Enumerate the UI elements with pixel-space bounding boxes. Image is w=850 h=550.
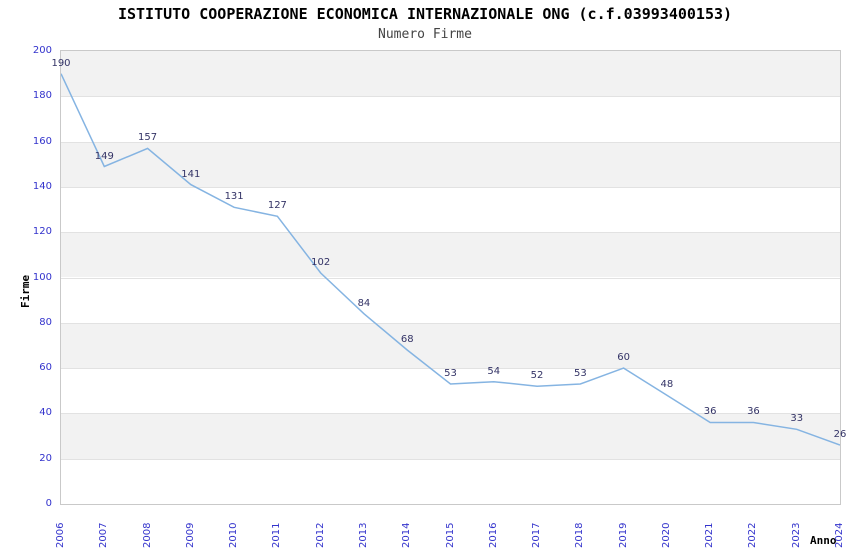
data-point-label: 36 xyxy=(747,406,760,418)
grid-band xyxy=(61,322,840,369)
line-series-svg xyxy=(61,73,840,446)
data-point-label: 52 xyxy=(530,370,544,382)
data-point-label: 60 xyxy=(617,352,630,364)
x-tick-label: 2016 xyxy=(487,522,499,548)
data-point-label: 102 xyxy=(311,256,331,268)
data-point-label: 141 xyxy=(181,168,201,180)
x-tick-label: 2023 xyxy=(790,522,802,548)
y-tick-label: 160 xyxy=(32,135,52,147)
y-tick-label: 60 xyxy=(39,362,52,374)
data-point-label: 53 xyxy=(573,367,587,379)
x-tick-label: 2011 xyxy=(271,522,283,548)
data-point-label: 127 xyxy=(267,200,287,212)
gridline xyxy=(61,96,840,97)
data-point-label: 48 xyxy=(660,379,674,391)
data-point-label: 157 xyxy=(138,132,158,144)
y-tick-label: 40 xyxy=(39,407,52,419)
data-point-label: 84 xyxy=(357,297,371,309)
line-series xyxy=(61,73,840,446)
gridline xyxy=(61,413,840,414)
x-tick-label: 2013 xyxy=(357,522,369,548)
grid-band xyxy=(61,51,840,97)
x-tick-label: 2010 xyxy=(228,522,240,548)
x-tick-label: 2015 xyxy=(444,522,456,548)
data-point-label: 190 xyxy=(51,57,71,69)
grid-band xyxy=(61,232,840,278)
grid-band xyxy=(61,413,840,459)
plot-area: 190 149 157 141 131 127 102 84 68 53 54 52 53 60 48 36 3… xyxy=(51,50,846,505)
data-point-label: 36 xyxy=(703,406,717,418)
x-tick-label: 2006 xyxy=(55,522,66,548)
gridline xyxy=(61,142,840,143)
y-tick-label: 120 xyxy=(32,226,52,238)
data-point-label: 33 xyxy=(790,413,804,425)
chart-subtitle: Numero Firme xyxy=(378,27,472,42)
x-axis-title: Anno xyxy=(810,534,837,547)
y-tick-label: 20 xyxy=(39,452,52,464)
grid-band xyxy=(61,141,840,187)
gridline xyxy=(61,187,840,188)
data-point-label: 131 xyxy=(224,191,244,203)
chart-title: ISTITUTO COOPERAZIONE ECONOMICA INTERNAZ… xyxy=(117,5,733,23)
y-tick-label: 200 xyxy=(32,45,52,56)
gridline xyxy=(61,368,840,369)
data-point-label: 68 xyxy=(400,333,414,345)
data-point-label: 149 xyxy=(94,150,114,162)
x-tick-label: 2022 xyxy=(747,522,759,548)
data-point-label: 26 xyxy=(833,429,847,441)
data-point-label: 53 xyxy=(444,367,457,379)
x-tick-label: 2007 xyxy=(98,522,110,548)
y-tick-label: 80 xyxy=(39,316,52,328)
gridline xyxy=(61,232,840,233)
x-tick-label: 2012 xyxy=(314,522,326,548)
gridline xyxy=(61,459,840,460)
x-tick-label: 2021 xyxy=(704,522,716,548)
x-tick-label: 2014 xyxy=(401,522,413,548)
y-tick-label: 0 xyxy=(45,498,52,509)
x-tick-label: 2024 xyxy=(834,522,845,548)
x-tick-label: 2018 xyxy=(574,522,586,548)
x-tick-label: 2020 xyxy=(660,522,672,548)
y-tick-label: 180 xyxy=(32,90,52,102)
y-tick-label: 140 xyxy=(32,180,52,192)
y-tick-label: 100 xyxy=(32,271,52,283)
gridline xyxy=(61,278,840,279)
x-tick-label: 2019 xyxy=(617,522,629,548)
x-tick-label: 2009 xyxy=(184,522,196,548)
x-tick-label: 2008 xyxy=(141,522,153,548)
x-tick-label: 2017 xyxy=(531,522,543,548)
data-point-label: 54 xyxy=(487,365,501,377)
gridline xyxy=(61,323,840,324)
